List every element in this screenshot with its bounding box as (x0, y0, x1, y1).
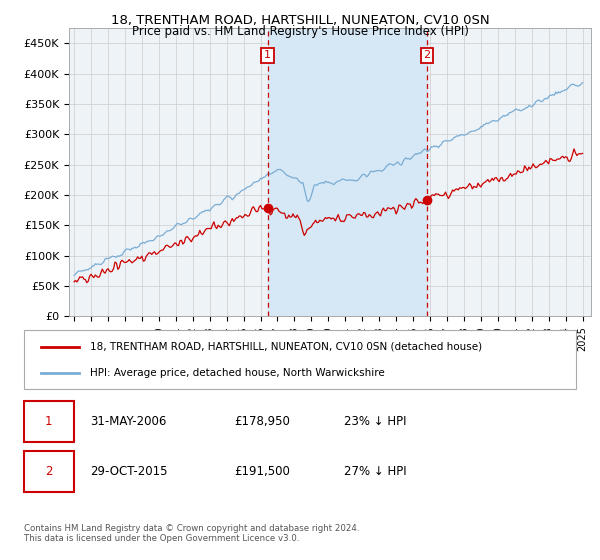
Text: 2: 2 (424, 50, 431, 60)
Text: 23% ↓ HPI: 23% ↓ HPI (344, 415, 407, 428)
FancyBboxPatch shape (24, 451, 74, 492)
Text: 2: 2 (45, 465, 53, 478)
FancyBboxPatch shape (24, 401, 74, 442)
Text: 31-MAY-2006: 31-MAY-2006 (90, 415, 167, 428)
Text: Contains HM Land Registry data © Crown copyright and database right 2024.
This d: Contains HM Land Registry data © Crown c… (24, 524, 359, 543)
FancyBboxPatch shape (24, 330, 576, 389)
Text: Price paid vs. HM Land Registry's House Price Index (HPI): Price paid vs. HM Land Registry's House … (131, 25, 469, 38)
Text: 1: 1 (264, 50, 271, 60)
Text: £178,950: £178,950 (234, 415, 290, 428)
Bar (268, 28, 427, 316)
Text: 29-OCT-2015: 29-OCT-2015 (90, 465, 168, 478)
Text: 1: 1 (45, 415, 53, 428)
Text: 18, TRENTHAM ROAD, HARTSHILL, NUNEATON, CV10 0SN (detached house): 18, TRENTHAM ROAD, HARTSHILL, NUNEATON, … (90, 342, 482, 352)
Text: 27% ↓ HPI: 27% ↓ HPI (344, 465, 407, 478)
Text: HPI: Average price, detached house, North Warwickshire: HPI: Average price, detached house, Nort… (90, 368, 385, 378)
Text: 18, TRENTHAM ROAD, HARTSHILL, NUNEATON, CV10 0SN: 18, TRENTHAM ROAD, HARTSHILL, NUNEATON, … (110, 14, 490, 27)
Text: £191,500: £191,500 (234, 465, 290, 478)
